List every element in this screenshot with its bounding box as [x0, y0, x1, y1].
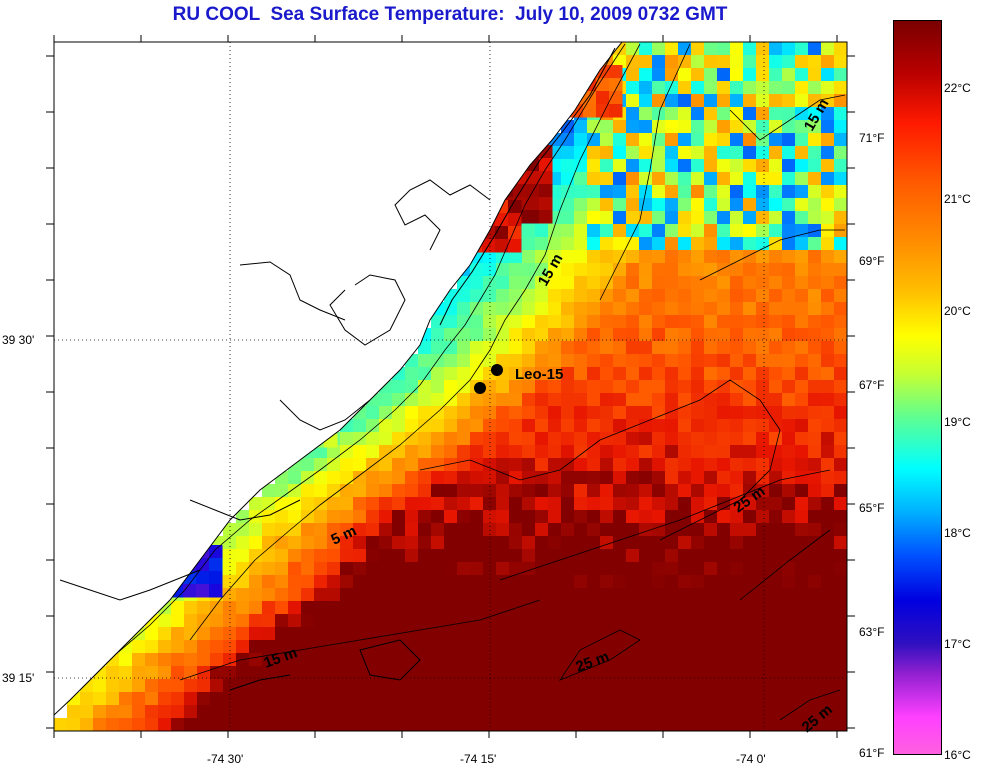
axis-ticks: [46, 35, 855, 738]
temperature-colorbar: [893, 20, 942, 755]
y-tick-label: 39 15': [2, 671, 35, 685]
map-title: RU COOL Sea Surface Temperature: July 10…: [172, 4, 728, 25]
colorbar-fahrenheit-label: 63°F: [859, 625, 885, 639]
station-label: Leo-15: [515, 366, 563, 383]
y-tick-label: 39 30': [2, 333, 35, 347]
leo-15-station-marker-b[interactable]: [474, 382, 486, 394]
x-tick-label: -74 0': [736, 752, 766, 766]
land-mask: [54, 42, 622, 715]
colorbar-fahrenheit-label: 71°F: [859, 131, 885, 145]
colorbar-fahrenheit-label: 61°F: [859, 746, 885, 760]
leo-15-station-marker-a[interactable]: [491, 364, 503, 376]
x-tick-label: -74 30': [207, 752, 244, 766]
coastline: [54, 42, 623, 716]
x-tick-label: -74 15': [460, 752, 497, 766]
colorbar-fahrenheit-label: 65°F: [859, 501, 885, 515]
colorbar-fahrenheit-label: 69°F: [859, 254, 885, 268]
bathymetry-contours: [79, 43, 846, 721]
colorbar-celsius-label: 20°C: [944, 304, 971, 318]
colorbar-celsius-label: 17°C: [944, 637, 971, 651]
graticule: [54, 42, 847, 731]
colorbar-celsius-label: 19°C: [944, 415, 971, 429]
colorbar-celsius-label: 22°C: [944, 81, 971, 95]
colorbar-celsius-label: 18°C: [944, 526, 971, 540]
colorbar-fahrenheit-label: 67°F: [859, 378, 885, 392]
colorbar-celsius-label: 16°C: [944, 748, 971, 762]
colorbar-celsius-label: 21°C: [944, 192, 971, 206]
map-frame: [53, 41, 848, 732]
station-markers[interactable]: Leo-15: [474, 364, 563, 394]
